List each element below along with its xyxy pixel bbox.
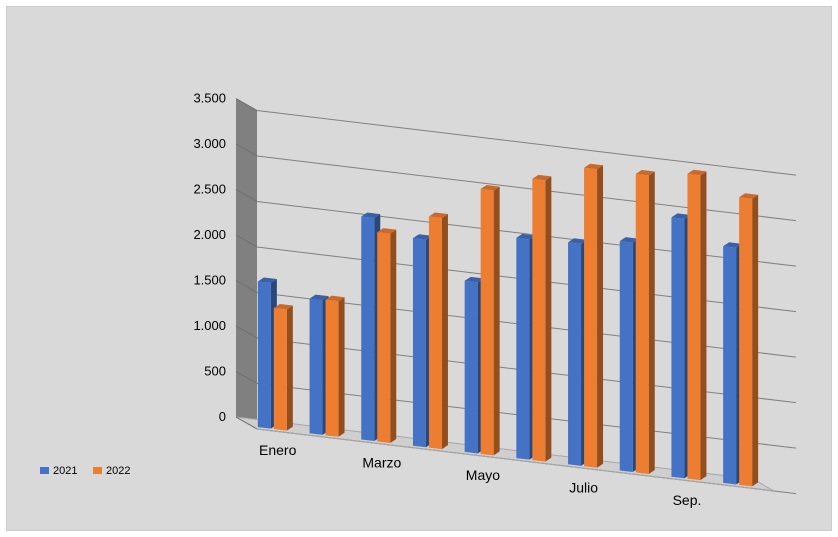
bar-side: [545, 176, 552, 462]
y-gridline-depth: [235, 143, 258, 157]
bar-front: [325, 299, 339, 437]
y-tick-label: 1.000: [193, 318, 226, 333]
bar-top: [325, 295, 345, 302]
bar-top: [464, 276, 484, 283]
bar-top: [619, 237, 639, 243]
bar-top: [532, 174, 552, 181]
bar-top: [635, 169, 655, 176]
bar-top: [273, 303, 293, 310]
bar-side: [493, 186, 500, 456]
bar-2022-Mayo: [480, 185, 500, 456]
y-gridline: [256, 110, 797, 176]
y-tick-label: 2.500: [193, 182, 226, 197]
bar-2022-Febrero: [325, 295, 345, 437]
bar-front: [361, 216, 375, 442]
bar-front: [635, 173, 649, 474]
y-gridline-depth: [235, 325, 258, 339]
bar-front: [584, 167, 598, 468]
bar-top: [739, 193, 759, 199]
bar-front: [377, 232, 391, 443]
bar-top: [584, 163, 604, 170]
bar-2022-Enero: [273, 303, 293, 431]
x-axis: Enero Marzo Mayo Julio Sep.: [256, 428, 775, 508]
side-wall: [236, 98, 257, 429]
bar-front: [464, 280, 478, 454]
bar-2022-Junio: [532, 174, 552, 462]
y-tick-label: 1.500: [193, 273, 226, 288]
x-tick-label: Marzo: [362, 455, 401, 471]
bar-front: [428, 216, 442, 450]
bar-top: [723, 242, 743, 248]
bar-front: [619, 241, 633, 473]
bar-2022-Marzo: [377, 228, 397, 443]
bar-2022-Abril: [428, 212, 448, 450]
bar-front: [480, 189, 494, 456]
bar-side: [700, 171, 707, 481]
bar-side: [286, 305, 293, 431]
chart-area: 0 500 1.000 1.500 2.000 2.500 3.000 3.500 Enero…: [5, 5, 833, 532]
bar-side: [752, 194, 759, 487]
x-tick-label: Julio: [569, 479, 598, 495]
y-tick-label: 500: [204, 364, 226, 379]
bar-top: [257, 277, 277, 284]
bar-front: [532, 178, 546, 462]
y-tick-label: 2.000: [193, 227, 226, 242]
bar-2022-Octubre: [739, 193, 759, 487]
bar-top: [687, 169, 707, 176]
bar-top: [516, 233, 536, 240]
y-gridline-depth: [235, 416, 258, 430]
bar-front: [568, 242, 582, 466]
bar-top: [412, 234, 432, 240]
bar-top: [361, 212, 381, 219]
legend: 2021 2022: [40, 465, 130, 477]
y-tick-label: 3.500: [193, 91, 226, 106]
y-gridline-depth: [235, 189, 258, 202]
legend-label-2021: 2021: [53, 465, 77, 477]
bar-top: [377, 228, 397, 234]
y-axis: 0 500 1.000 1.500 2.000 2.500 3.000 3.500: [193, 91, 226, 425]
bar-top: [428, 212, 448, 219]
bar-front: [516, 237, 530, 460]
bar-2022-Julio: [584, 163, 604, 468]
bar-top: [671, 213, 691, 219]
bar-2022-Agosto: [635, 169, 655, 474]
legend-label-2022: 2022: [106, 465, 130, 477]
bars: [257, 163, 759, 487]
bar-front: [309, 298, 323, 435]
bar-side: [441, 214, 448, 450]
bar-front: [671, 217, 685, 479]
bar-2022-Sep.: [687, 169, 707, 481]
bar-side: [648, 171, 655, 474]
y-gridline-depth: [235, 371, 258, 384]
bar-chart: 0 500 1.000 1.500 2.000 2.500 3.000 3.500 Enero…: [5, 5, 833, 532]
legend-swatch-2022: [93, 467, 102, 474]
bar-top: [309, 294, 329, 301]
x-tick-label: Enero: [259, 442, 297, 458]
bar-front: [257, 281, 271, 429]
y-tick-label: 0: [219, 409, 226, 424]
x-tick-label: Sep.: [673, 492, 702, 508]
x-tick-label: Mayo: [466, 467, 500, 483]
bar-front: [687, 173, 701, 481]
bar-front: [412, 238, 426, 448]
x-axis-line: [256, 428, 775, 492]
bar-front: [273, 307, 287, 431]
bar-front: [739, 197, 753, 487]
bar-side: [338, 297, 345, 437]
bar-front: [723, 246, 737, 485]
y-gridline-depth: [235, 98, 258, 111]
y-gridline-depth: [235, 234, 258, 248]
bar-side: [597, 165, 604, 468]
y-tick-label: 3.000: [193, 136, 226, 151]
legend-swatch-2021: [40, 467, 49, 474]
bar-top: [480, 185, 500, 191]
y-gridline-depth: [235, 280, 258, 293]
bar-top: [568, 238, 588, 244]
bar-side: [390, 229, 397, 443]
